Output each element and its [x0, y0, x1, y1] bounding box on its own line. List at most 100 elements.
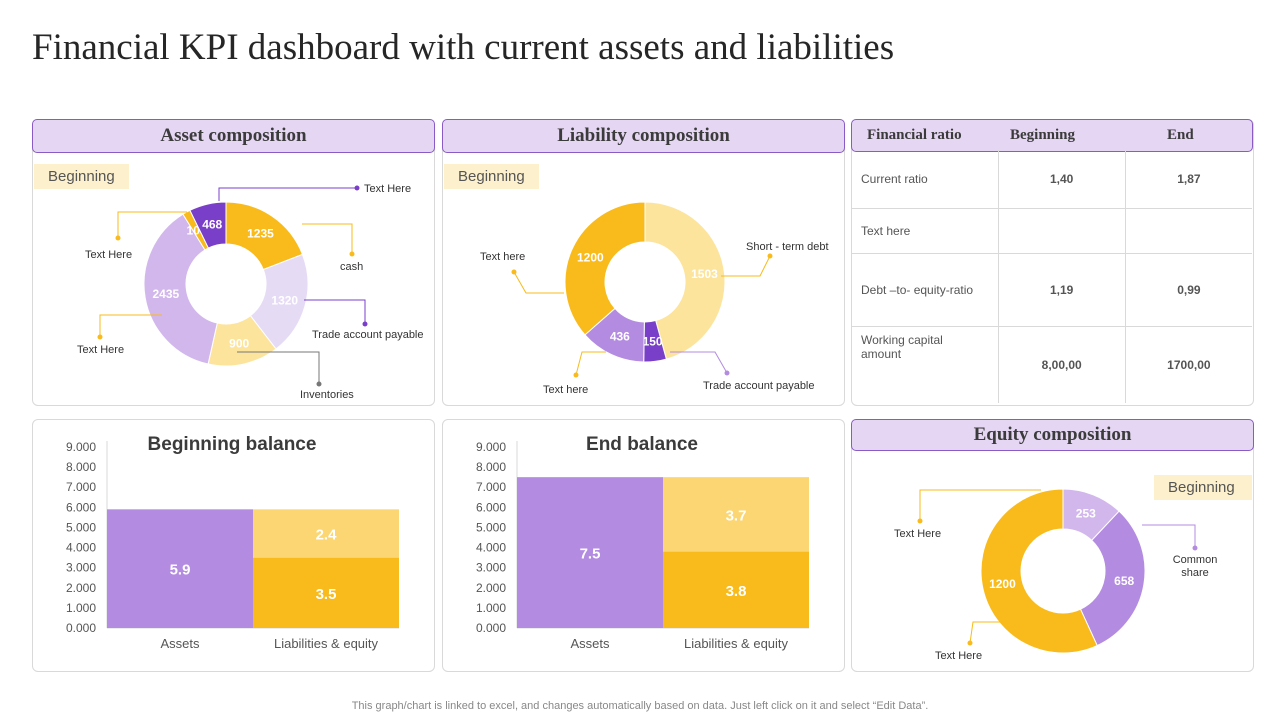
y-tick-label: 4.000 — [66, 541, 96, 555]
slice-value-label: 150 — [643, 335, 663, 349]
bar-segment — [663, 477, 809, 552]
slice-value-label: 1200 — [989, 577, 1016, 591]
bar-value-label: 2.4 — [316, 526, 338, 543]
ratio-end: 1700,00 — [1167, 357, 1211, 372]
bar-value-label: 3.7 — [726, 507, 747, 524]
bar-segment — [517, 477, 663, 628]
callout-line — [969, 621, 1011, 644]
ratio-label: Working capital amount — [852, 326, 999, 403]
callout-dot — [362, 321, 368, 327]
callout-line — [721, 255, 771, 277]
y-tick-label: 9.000 — [66, 440, 96, 454]
asset-beginning-tag: Beginning — [34, 164, 129, 189]
callout-dot — [115, 235, 121, 241]
x-tick-label: Assets — [160, 636, 200, 651]
y-tick-label: 7.000 — [476, 480, 506, 494]
x-tick-label: Liabilities & equity — [274, 636, 379, 651]
callout-label: Text Here — [364, 183, 411, 195]
y-tick-label: 7.000 — [66, 480, 96, 494]
callout-dot — [767, 253, 773, 259]
callout-label-line: share — [1181, 567, 1209, 579]
beginning-balance-chart: Beginning balance 0.000 1.000 2.000 3.000 4.0… — [66, 434, 399, 651]
donut-slice — [980, 488, 1098, 654]
donut-slice — [1079, 510, 1146, 647]
equity-beginning-tag: Beginning — [1154, 475, 1252, 500]
callout-dot — [97, 334, 103, 340]
callout-dot — [316, 381, 322, 387]
table-row: Text here — [852, 208, 1252, 254]
ratio-label: Debt –to- equity-ratio — [852, 253, 999, 327]
callout-label: Short - term debt — [746, 241, 829, 253]
callout-label: Text here — [480, 251, 525, 263]
y-tick-label: 4.000 — [476, 541, 506, 555]
callout-label: cash — [340, 261, 363, 273]
table-row: Working capital amount 8,00,00 1700,00 — [852, 326, 1252, 403]
slice-value-label: 253 — [1076, 506, 1096, 520]
ratio-beginning: 1,19 — [998, 253, 1126, 327]
callout-label-line: Common — [1173, 554, 1218, 566]
callout-line — [1142, 524, 1196, 548]
callout-dot — [967, 640, 973, 646]
callout-label: Trade account payable — [703, 380, 815, 392]
callout-label: Common share — [1173, 554, 1218, 579]
equity-composition-header: Equity composition — [851, 419, 1254, 451]
donut-slice — [564, 201, 646, 336]
ratio-beginning — [998, 208, 1126, 254]
y-tick-label: 3.000 — [476, 561, 506, 575]
y-tick-label: 3.000 — [66, 561, 96, 575]
y-tick-label: 5.000 — [66, 520, 96, 534]
callout-dot — [511, 269, 517, 275]
table-row: Current ratio 1,40 1,87 — [852, 150, 1252, 209]
slice-value-label: 658 — [1114, 574, 1134, 588]
donut-slice — [143, 213, 218, 365]
callout-label: Text Here — [85, 249, 132, 261]
ratio-label: Current ratio — [852, 150, 999, 209]
slice-value-label: 1235 — [247, 227, 274, 241]
beginning-col-header: Beginning — [1010, 127, 1076, 143]
callout-line — [302, 223, 353, 254]
footer-note: This graph/chart is linked to excel, and… — [351, 700, 929, 712]
y-tick-label: 1.000 — [476, 601, 506, 615]
page-title: Financial KPI dashboard with current ass… — [32, 27, 895, 68]
slice-value-label: 1503 — [691, 267, 718, 281]
y-tick-label: 2.000 — [66, 581, 96, 595]
callout-label: Text Here — [77, 344, 124, 356]
end-col-header: End — [1167, 127, 1194, 143]
y-tick-label: 0.000 — [66, 621, 96, 635]
bar-segment — [107, 509, 253, 628]
financial-ratio-table: Current ratio 1,40 1,87 Text here Debt –… — [852, 150, 1252, 403]
y-tick-label: 9.000 — [476, 440, 506, 454]
bar-value-label: 5.9 — [170, 562, 191, 579]
callout-label: Inventories — [300, 389, 354, 401]
slice-value-label: 436 — [610, 329, 630, 343]
x-tick-label: Liabilities & equity — [684, 636, 789, 651]
callout-line — [513, 271, 564, 294]
callout-dot — [1192, 545, 1198, 551]
callout-line — [670, 351, 728, 374]
end-balance-chart: End balance 0.000 1.000 2.000 3.000 4.000 5.00… — [476, 434, 809, 651]
slice-value-label: 900 — [229, 337, 249, 351]
bar-segment — [253, 509, 399, 558]
ratio-end: 1,87 — [1125, 150, 1252, 209]
ratio-col-header: Financial ratio — [867, 127, 962, 143]
y-tick-label: 8.000 — [476, 460, 506, 474]
y-tick-label: 2.000 — [476, 581, 506, 595]
chart-title: End balance — [586, 434, 698, 455]
callout-line — [919, 489, 1041, 521]
ratio-beginning: 1,40 — [998, 150, 1126, 209]
callout-label: Text Here — [935, 650, 982, 662]
y-tick-label: 8.000 — [66, 460, 96, 474]
asset-composition-header: Asset composition — [32, 119, 435, 153]
slice-value-label: 1200 — [577, 250, 604, 264]
ratio-label: Text here — [852, 208, 999, 254]
financial-ratio-header: Financial ratio Beginning End — [851, 119, 1253, 152]
callout-line — [575, 351, 606, 376]
callout-label: Trade account payable — [312, 329, 424, 341]
callout-line — [304, 299, 366, 324]
liability-beginning-tag: Beginning — [444, 164, 539, 189]
y-tick-label: 6.000 — [476, 500, 506, 514]
table-row: Debt –to- equity-ratio 1,19 0,99 — [852, 253, 1252, 327]
callout-dot — [917, 518, 923, 524]
slice-value-label: 2435 — [152, 287, 179, 301]
